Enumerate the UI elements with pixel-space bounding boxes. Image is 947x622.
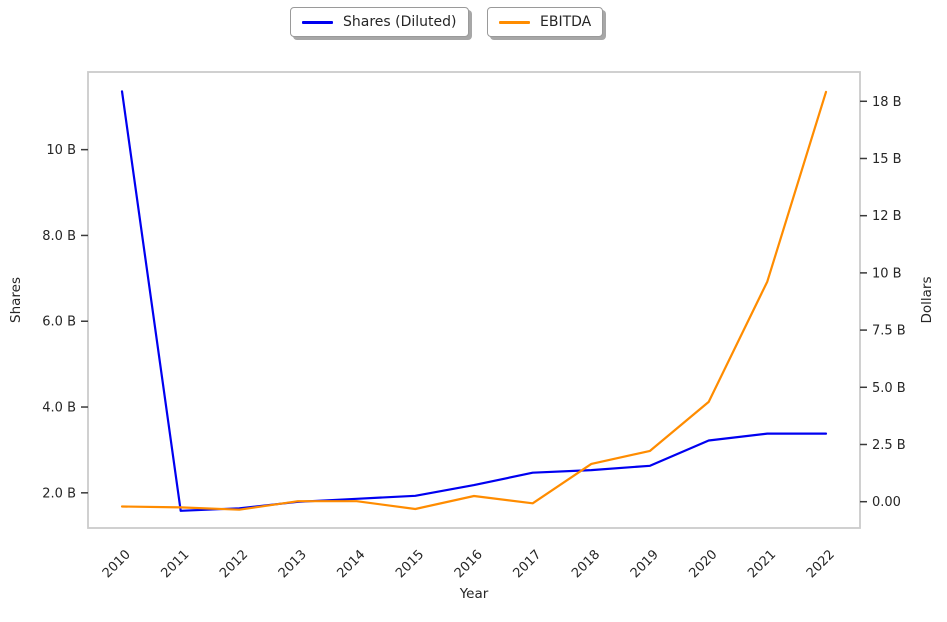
x-tick-label: 2012	[217, 547, 251, 581]
x-tick-label: 2016	[452, 547, 486, 581]
right-tick-label: 10 B	[872, 266, 902, 281]
left-tick-label: 4.0 B	[42, 401, 76, 416]
right-tick-label: 15 B	[872, 152, 902, 167]
left-tick-label: 10 B	[46, 143, 76, 158]
left-tick-label: 2.0 B	[42, 486, 76, 501]
legend-item-shares: Shares (Diluted)	[290, 7, 469, 37]
x-tick-label: 2020	[686, 547, 720, 581]
right-tick-label: 12 B	[872, 209, 902, 224]
x-tick-label: 2014	[334, 547, 368, 581]
x-tick-label: 2021	[745, 547, 779, 581]
right-tick-label: 7.5 B	[872, 324, 906, 339]
x-tick-label: 2011	[158, 547, 192, 581]
x-tick-label: 2022	[804, 547, 838, 581]
shares-line-swatch	[302, 20, 333, 24]
x-axis-title: Year	[459, 586, 489, 602]
plot-border	[87, 71, 861, 529]
left-tick-label: 6.0 B	[42, 315, 76, 330]
series-line-1	[120, 90, 828, 511]
legend-label-ebitda: EBITDA	[540, 14, 592, 30]
series-line-0	[120, 90, 828, 512]
x-tick-label: 2013	[276, 547, 310, 581]
right-axis-title: Dollars	[919, 276, 935, 323]
x-tick-label: 2015	[393, 547, 427, 581]
x-tick-label: 2019	[628, 547, 662, 581]
right-tick-label: 2.5 B	[872, 438, 906, 453]
right-tick-label: 5.0 B	[872, 381, 906, 396]
right-tick-label: 0.00	[872, 495, 901, 510]
right-tick-label: 18 B	[872, 95, 902, 110]
legend-item-ebitda: EBITDA	[487, 7, 604, 37]
legend-label-shares: Shares (Diluted)	[343, 14, 457, 30]
left-tick-label: 8.0 B	[42, 229, 76, 244]
ebitda-line-swatch	[499, 20, 530, 24]
x-tick-label: 2017	[510, 547, 544, 581]
x-tick-label: 2018	[569, 547, 603, 581]
x-tick-label: 2010	[100, 547, 134, 581]
left-axis-title: Shares	[8, 277, 24, 323]
